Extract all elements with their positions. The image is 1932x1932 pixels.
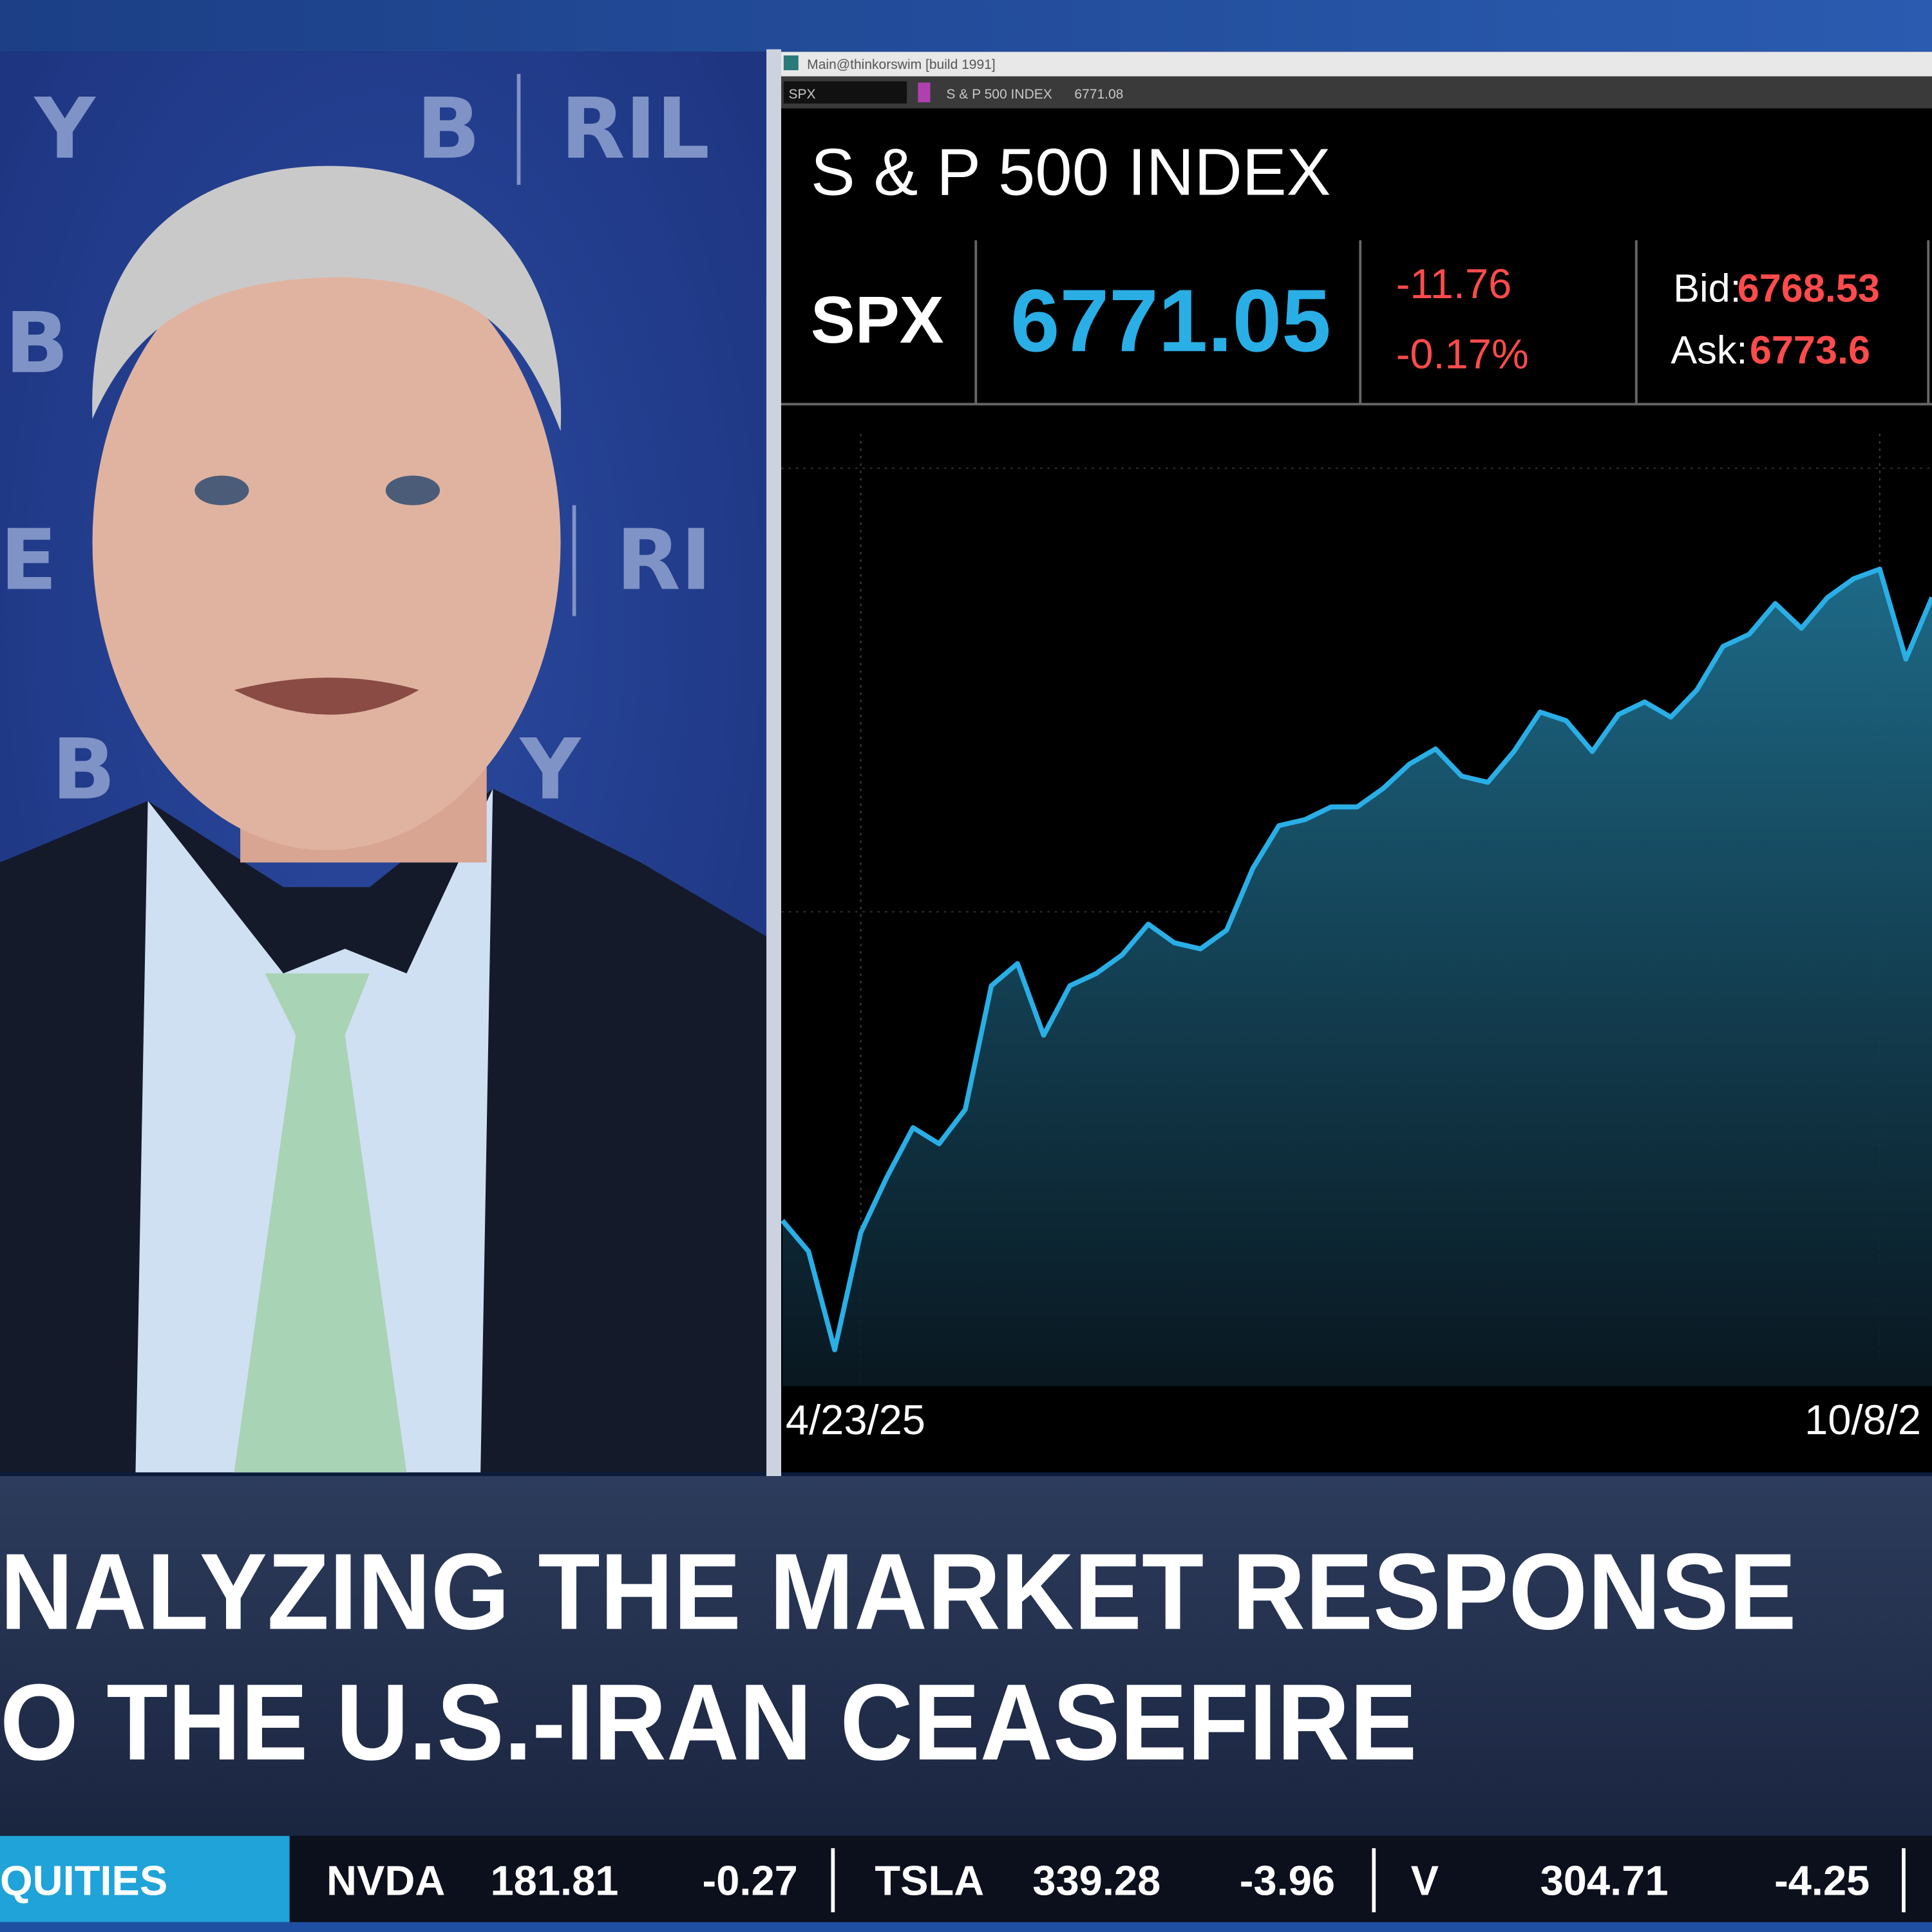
- quote-change: -11.76: [1396, 260, 1512, 307]
- toolbar-name: S & P 500 INDEX: [946, 87, 1052, 102]
- bid-label: Bid:: [1673, 267, 1741, 310]
- ticker-items: NVDA 181.81 -0.27 TSLA 339.28 -3.96 V 304.71 -4.…: [327, 1848, 1906, 1913]
- ticker-section: QUITIES: [0, 1857, 167, 1904]
- video-panel: Y B RIL B E RI B Y: [0, 52, 767, 1473]
- x-tick-label: 4/23/25: [786, 1396, 925, 1443]
- ticker-symbol: TSLA: [875, 1857, 984, 1904]
- panel-divider: [766, 49, 782, 1477]
- chart-window: Main@thinkorswim [build 1991] SPX S & P …: [781, 52, 1932, 1473]
- ticker-change: -0.27: [703, 1857, 798, 1904]
- ask-label: Ask:: [1671, 328, 1747, 372]
- bid-value: 6768.53: [1738, 267, 1880, 310]
- bottom-strip: [0, 1922, 1932, 1932]
- x-tick-label: 10/8/2: [1804, 1396, 1921, 1443]
- plot: 4/23/25 10/8/2: [781, 433, 1932, 1443]
- ticker-symbol: NVDA: [327, 1857, 445, 1904]
- area: [782, 569, 1932, 1387]
- symbol-box: [783, 81, 907, 104]
- logo-text: E: [0, 511, 57, 609]
- eye: [194, 475, 249, 506]
- ticker-section-box: [0, 1835, 290, 1922]
- ticker-price: 181.81: [490, 1857, 618, 1904]
- ticker-price: 304.71: [1540, 1857, 1669, 1904]
- headline: NALYZING THE MARKET RESPONSE: [0, 1531, 1797, 1652]
- logo-text: RI: [616, 511, 712, 609]
- logo-text: B: [5, 294, 69, 392]
- window-titlebar: [781, 52, 1932, 77]
- link-icon: [918, 82, 931, 102]
- ticker-change: -3.96: [1240, 1857, 1335, 1904]
- quote-last: 6771.05: [1010, 271, 1331, 370]
- quote-symbol: SPX: [811, 282, 944, 357]
- toolbar: [781, 76, 1932, 109]
- hair: [92, 166, 562, 431]
- quote-change-percent: -0.17%: [1396, 330, 1529, 377]
- logo-text: Y: [33, 80, 97, 178]
- top-bar: [0, 0, 1932, 52]
- line: [781, 566, 1932, 1352]
- logo-text: Y: [518, 721, 582, 819]
- logo-text: B: [52, 721, 115, 819]
- toolbar-last: 6771.08: [1074, 87, 1123, 102]
- window-title: Main@thinkorswim [build 1991]: [807, 57, 996, 72]
- ticker-price: 339.28: [1032, 1857, 1160, 1904]
- tie: [234, 973, 407, 1473]
- ask-value: 6773.6: [1750, 328, 1870, 372]
- toolbar-symbol: SPX: [788, 87, 815, 102]
- mouth: [234, 677, 419, 715]
- quote-dividers: [781, 240, 1932, 406]
- headline: O THE U.S.-IRAN CEASEFIRE: [0, 1662, 1417, 1783]
- eye: [385, 475, 440, 506]
- logo-text: RIL: [561, 80, 710, 178]
- ticker-change: -4.25: [1774, 1857, 1870, 1904]
- ticker-bar: [0, 1835, 1932, 1922]
- lower-third: [0, 1476, 1932, 1836]
- ticker-symbol: V: [1411, 1857, 1439, 1904]
- app-icon: [783, 55, 799, 71]
- logo-text: B: [417, 80, 480, 178]
- quote-name: S & P 500 INDEX: [811, 134, 1331, 209]
- face: [92, 234, 561, 851]
